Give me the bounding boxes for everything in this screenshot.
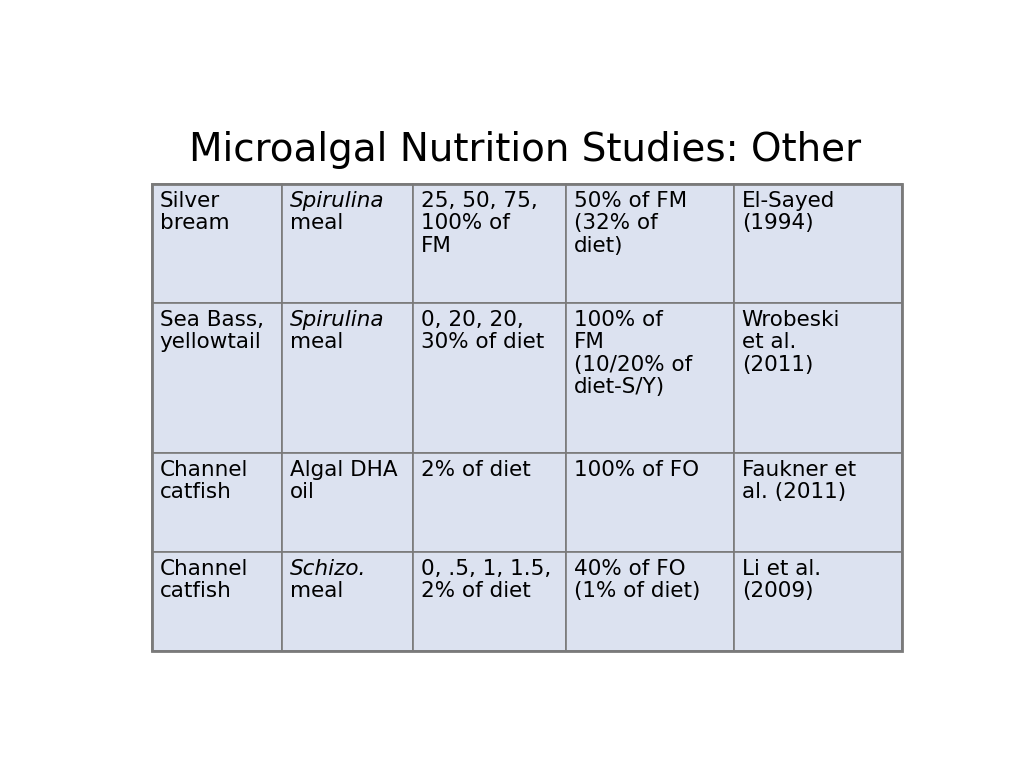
Bar (734, 184, 902, 303)
Text: yellowtail: yellowtail (160, 333, 261, 353)
Text: Schizo.: Schizo. (290, 559, 367, 579)
Text: 2% of diet: 2% of diet (421, 460, 530, 480)
Text: Spirulina: Spirulina (290, 191, 385, 211)
Bar (566, 453, 734, 552)
Bar (566, 303, 734, 453)
Text: 0, 20, 20,: 0, 20, 20, (421, 310, 523, 329)
Bar (413, 184, 566, 303)
Text: FM: FM (573, 333, 604, 353)
Text: Sea Bass,: Sea Bass, (160, 310, 264, 329)
Text: Li et al.: Li et al. (741, 559, 821, 579)
Text: 25, 50, 75,: 25, 50, 75, (421, 191, 538, 211)
Bar (566, 184, 734, 303)
Bar (734, 303, 902, 453)
Text: Channel: Channel (160, 460, 248, 480)
Text: Channel: Channel (160, 559, 248, 579)
Text: FM: FM (421, 236, 452, 256)
Bar (413, 303, 566, 453)
Text: Spirulina: Spirulina (290, 310, 385, 329)
Bar (152, 453, 283, 552)
Bar (152, 552, 283, 651)
Bar (283, 453, 413, 552)
Bar (152, 303, 283, 453)
Text: et al.: et al. (741, 333, 796, 353)
Text: al. (2011): al. (2011) (741, 482, 846, 502)
Text: 100% of: 100% of (573, 310, 663, 329)
Text: meal: meal (290, 214, 343, 233)
Text: meal: meal (290, 333, 343, 353)
Text: (10/20% of: (10/20% of (573, 355, 692, 375)
Bar (283, 552, 413, 651)
Text: (1% of diet): (1% of diet) (573, 581, 700, 601)
Bar (283, 303, 413, 453)
Text: (1994): (1994) (741, 214, 813, 233)
Text: 100% of: 100% of (421, 214, 510, 233)
Text: Microalgal Nutrition Studies: Other: Microalgal Nutrition Studies: Other (188, 131, 861, 169)
Text: 50% of FM: 50% of FM (573, 191, 687, 211)
Text: Faukner et: Faukner et (741, 460, 856, 480)
Text: Silver: Silver (160, 191, 220, 211)
Text: oil: oil (290, 482, 315, 502)
Text: Wrobeski: Wrobeski (741, 310, 840, 329)
Text: (2011): (2011) (741, 355, 813, 375)
Text: diet): diet) (573, 236, 624, 256)
Text: 40% of FO: 40% of FO (573, 559, 685, 579)
Text: (32% of: (32% of (573, 214, 657, 233)
Text: El-Sayed: El-Sayed (741, 191, 836, 211)
Text: diet-S/Y): diet-S/Y) (573, 377, 665, 397)
Text: 0, .5, 1, 1.5,: 0, .5, 1, 1.5, (421, 559, 551, 579)
Bar (413, 453, 566, 552)
Bar (152, 184, 283, 303)
Bar (734, 453, 902, 552)
Text: bream: bream (160, 214, 229, 233)
Text: 30% of diet: 30% of diet (421, 333, 544, 353)
Text: catfish: catfish (160, 482, 231, 502)
Bar (413, 552, 566, 651)
Bar (734, 552, 902, 651)
Bar (152, 184, 902, 651)
Text: 2% of diet: 2% of diet (421, 581, 530, 601)
Text: meal: meal (290, 581, 343, 601)
Text: 100% of FO: 100% of FO (573, 460, 698, 480)
Bar (566, 552, 734, 651)
Bar (283, 184, 413, 303)
Text: (2009): (2009) (741, 581, 813, 601)
Text: catfish: catfish (160, 581, 231, 601)
Text: Algal DHA: Algal DHA (290, 460, 398, 480)
